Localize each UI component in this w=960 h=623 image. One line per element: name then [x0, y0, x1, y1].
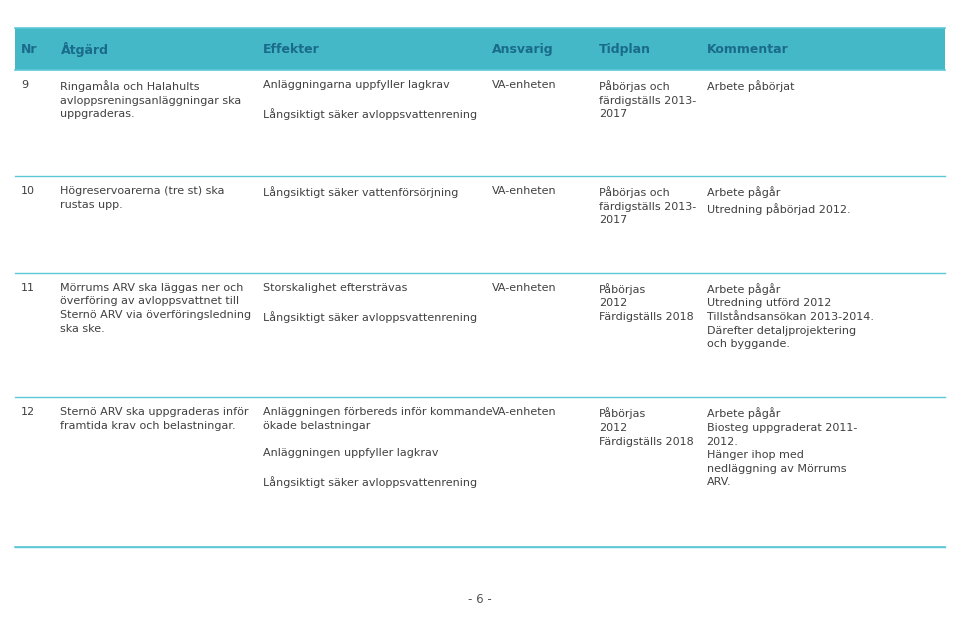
Text: Anläggningarna uppfyller lagkrav

Långsiktigt säker avloppsvattenrening: Anläggningarna uppfyller lagkrav Långsik… [263, 80, 477, 120]
Text: Anläggningen förbereds inför kommande
ökade belastningar

Anläggningen uppfyller: Anläggningen förbereds inför kommande ök… [263, 407, 492, 488]
Text: Ringamåla och Halahults
avloppsreningsanläggningar ska
uppgraderas.: Ringamåla och Halahults avloppsreningsan… [60, 80, 242, 120]
Text: Sternö ARV ska uppgraderas inför
framtida krav och belastningar.: Sternö ARV ska uppgraderas inför framtid… [60, 407, 249, 431]
Text: VA-enheten: VA-enheten [492, 80, 556, 90]
Text: VA-enheten: VA-enheten [492, 186, 556, 196]
Text: Effekter: Effekter [263, 43, 320, 55]
Text: Arbete pågår
Utredning påbörjad 2012.: Arbete pågår Utredning påbörjad 2012. [707, 186, 851, 214]
Text: Arbete påbörjat: Arbete påbörjat [707, 80, 794, 92]
Text: Nr: Nr [21, 43, 37, 55]
Text: Kommentar: Kommentar [707, 43, 788, 55]
Text: 9: 9 [21, 80, 28, 90]
Text: - 6 -: - 6 - [468, 593, 492, 606]
Text: Arbete pågår
Utredning utförd 2012
Tillståndsansökan 2013-2014.
Därefter detaljp: Arbete pågår Utredning utförd 2012 Tills… [707, 283, 874, 349]
Text: Påbörjas och
färdigställs 2013-
2017: Påbörjas och färdigställs 2013- 2017 [599, 186, 696, 226]
Text: 10: 10 [21, 186, 36, 196]
Text: 12: 12 [21, 407, 36, 417]
Text: Ansvarig: Ansvarig [492, 43, 553, 55]
Text: Tidplan: Tidplan [599, 43, 651, 55]
Text: Långsiktigt säker vattenförsörjning: Långsiktigt säker vattenförsörjning [263, 186, 459, 198]
Text: Påbörjas
2012
Färdigställs 2018: Påbörjas 2012 Färdigställs 2018 [599, 283, 694, 322]
Text: Påbörjas
2012
Färdigställs 2018: Påbörjas 2012 Färdigställs 2018 [599, 407, 694, 447]
Text: Storskalighet eftersträvas

Långsiktigt säker avloppsvattenrening: Storskalighet eftersträvas Långsiktigt s… [263, 283, 477, 323]
Text: Arbete pågår
Biosteg uppgraderat 2011-
2012.
Hänger ihop med
nedläggning av Mörr: Arbete pågår Biosteg uppgraderat 2011- 2… [707, 407, 857, 487]
Text: 11: 11 [21, 283, 36, 293]
Text: Åtgärd: Åtgärd [60, 42, 108, 57]
Text: VA-enheten: VA-enheten [492, 407, 556, 417]
Text: Mörrums ARV ska läggas ner och
överföring av avloppsvattnet till
Sternö ARV via : Mörrums ARV ska läggas ner och överförin… [60, 283, 252, 334]
Text: Högreservoarerna (tre st) ska
rustas upp.: Högreservoarerna (tre st) ska rustas upp… [60, 186, 225, 210]
Bar [15, 28, 945, 70]
Text: VA-enheten: VA-enheten [492, 283, 556, 293]
Text: Påbörjas och
färdigställs 2013-
2017: Påbörjas och färdigställs 2013- 2017 [599, 80, 696, 120]
